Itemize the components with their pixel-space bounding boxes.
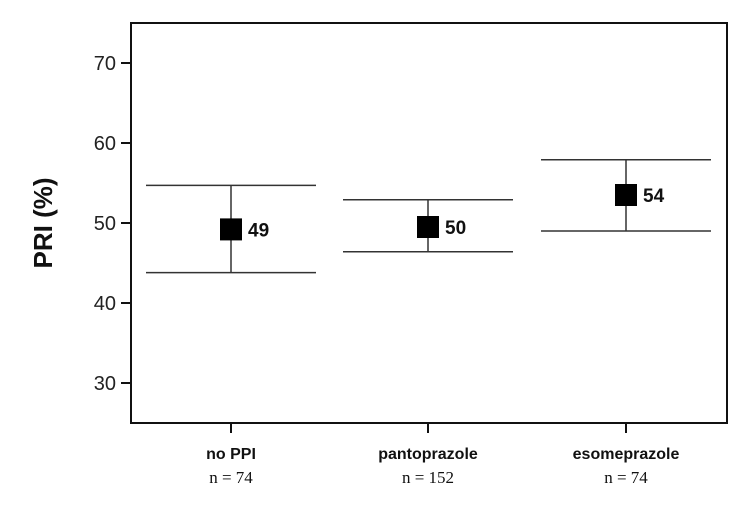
- series-markers: 49 50 54: [146, 159, 711, 274]
- y-axis: 30 40 50 60 70: [94, 53, 131, 395]
- point-marker-1: [417, 216, 439, 238]
- category-label-1: pantoprazole: [378, 446, 478, 463]
- point-marker-0: [220, 218, 242, 241]
- value-label-1: 50: [445, 218, 466, 239]
- y-tick-label-30: 30: [94, 373, 116, 395]
- y-tick-label-70: 70: [94, 53, 116, 75]
- n-label-1: n = 152: [402, 468, 454, 487]
- category-label-0: no PPI: [206, 446, 256, 463]
- n-label-2: n = 74: [604, 468, 648, 487]
- y-axis-title: PRI (%): [28, 178, 58, 269]
- point-marker-2: [615, 184, 637, 206]
- value-label-0: 49: [248, 220, 269, 241]
- y-tick-label-60: 60: [94, 133, 116, 155]
- x-axis-labels: no PPI n = 74 pantoprazole n = 152 esomepraz…: [206, 423, 679, 487]
- n-label-0: n = 74: [209, 468, 253, 487]
- y-tick-label-40: 40: [94, 293, 116, 315]
- category-label-2: esomeprazole: [573, 446, 680, 463]
- value-label-2: 54: [643, 186, 665, 207]
- y-tick-label-50: 50: [94, 213, 116, 235]
